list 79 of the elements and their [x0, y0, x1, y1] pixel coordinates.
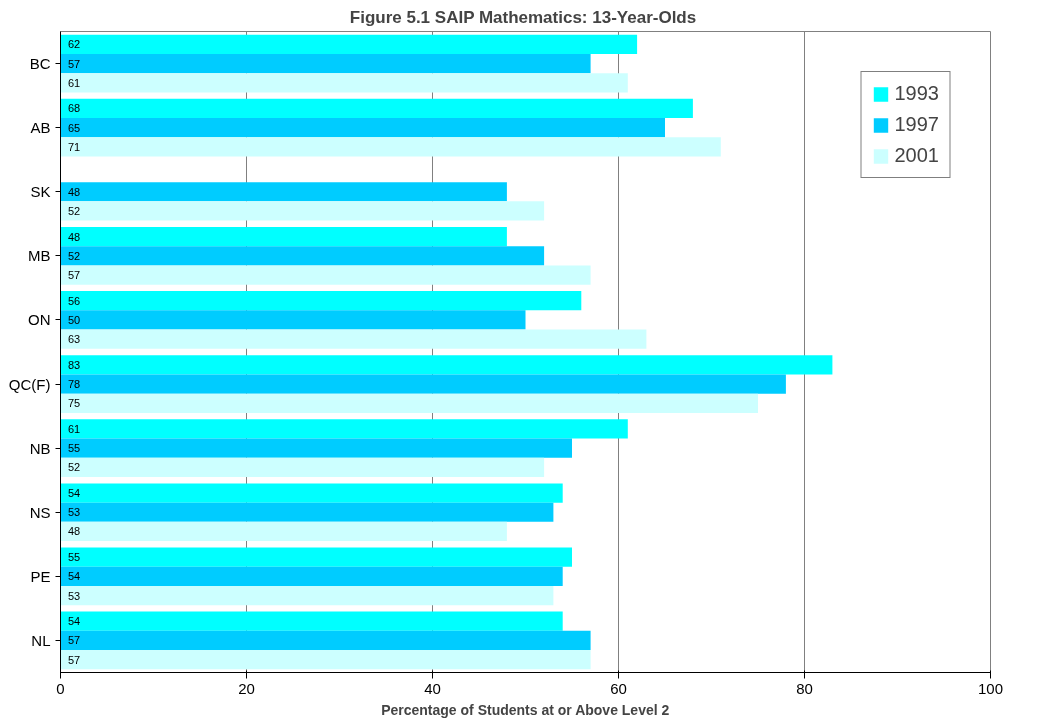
x-tick-label: 0: [56, 679, 65, 697]
bar: [60, 98, 693, 119]
bar: [60, 650, 591, 670]
legend-label: 2001: [894, 144, 939, 167]
data-label: 83: [67, 358, 81, 371]
bar: [60, 227, 507, 247]
y-tick-label: AB: [30, 119, 51, 137]
data-label: 61: [67, 76, 81, 89]
data-label: 57: [67, 57, 81, 70]
x-tick-label: 40: [424, 679, 441, 697]
data-label: 54: [67, 570, 81, 583]
data-label: 63: [67, 333, 81, 346]
data-label: 56: [67, 294, 81, 307]
y-tick-label: NB: [29, 439, 51, 457]
data-label: 54: [67, 487, 81, 500]
data-label: 48: [67, 230, 81, 243]
bar: [60, 329, 647, 349]
data-label: 78: [67, 378, 81, 391]
y-tick-label: MB: [28, 247, 51, 265]
bar: [60, 438, 572, 458]
data-label: 71: [67, 140, 81, 153]
data-label: 68: [67, 102, 81, 115]
y-tick-label: BC: [29, 55, 51, 73]
bar: [60, 419, 628, 439]
data-label: 57: [67, 634, 81, 647]
bar: [60, 521, 507, 542]
data-label: 50: [67, 313, 81, 326]
bar: [60, 355, 833, 375]
chart-title: Figure 5.1 SAIP Mathematics: 13-Year-Olds: [349, 7, 697, 27]
x-axis-title: Percentage of Students at or Above Level 2: [381, 701, 670, 718]
data-label: 52: [67, 461, 81, 474]
data-label: 57: [67, 269, 81, 282]
data-label: 54: [67, 615, 81, 628]
bar: [60, 566, 563, 586]
data-label: 52: [67, 249, 81, 262]
y-tick-label: QC(F): [8, 375, 51, 393]
data-label: 62: [67, 38, 81, 51]
bar: [60, 483, 563, 503]
bar: [60, 201, 545, 221]
bar: [60, 393, 758, 413]
y-tick-label: NS: [29, 503, 51, 521]
data-label: 55: [67, 551, 81, 564]
bar: [60, 73, 628, 93]
legend-label: 1997: [894, 113, 939, 136]
bar: [60, 585, 554, 606]
bar: [60, 547, 572, 567]
x-tick-label: 80: [796, 679, 813, 697]
data-label: 61: [67, 422, 81, 435]
y-tick-label: SK: [30, 183, 51, 201]
data-label: 48: [67, 525, 81, 538]
bar: [60, 118, 665, 138]
legend-label: 1993: [894, 82, 939, 105]
bar: [60, 502, 554, 522]
data-label: 52: [67, 204, 81, 217]
data-label: 48: [67, 185, 81, 198]
bar: [60, 53, 591, 74]
bar: [60, 457, 545, 477]
data-label: 65: [67, 121, 81, 134]
data-label: 57: [67, 653, 81, 666]
bar: [60, 137, 721, 157]
data-label: 75: [67, 397, 81, 410]
data-label: 55: [67, 442, 81, 455]
bar: [60, 265, 591, 285]
bar: [60, 374, 786, 394]
bar: [60, 182, 507, 202]
bar: [60, 291, 582, 311]
y-tick-label: NL: [31, 631, 51, 649]
x-tick-label: 100: [977, 679, 1004, 697]
y-tick-label: ON: [28, 311, 51, 329]
x-tick-label: 60: [610, 679, 627, 697]
data-label: 53: [67, 589, 81, 602]
bar: [60, 630, 591, 651]
bar: [60, 310, 526, 330]
x-tick-label: 20: [238, 679, 255, 697]
data-label: 53: [67, 506, 81, 519]
bar: [60, 246, 545, 266]
bar: [60, 611, 563, 631]
y-tick-label: PE: [30, 567, 51, 585]
bar: [60, 34, 638, 54]
